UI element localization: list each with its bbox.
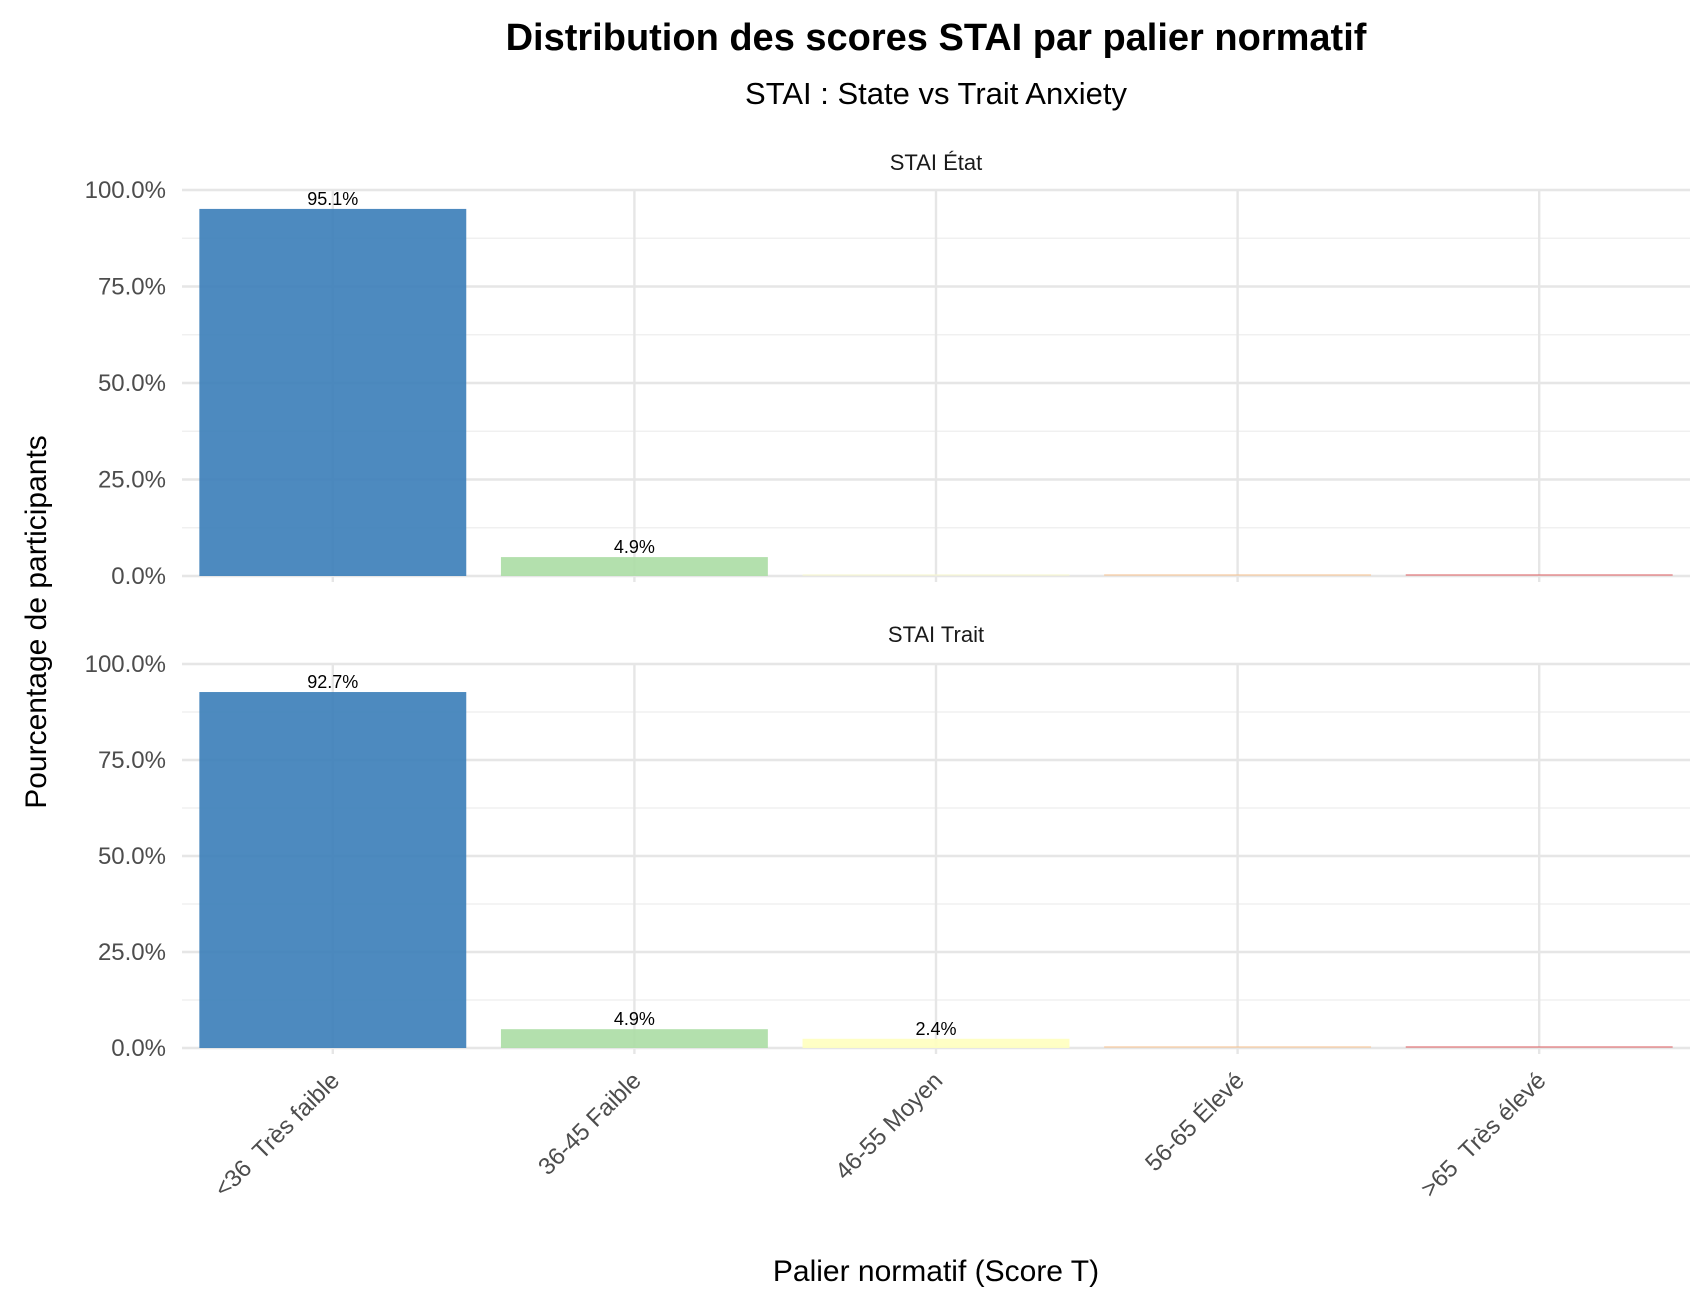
x-tick-label: >65 Très élevé xyxy=(1416,1067,1552,1203)
panels: STAI État 0.0% 25.0% 50.0% 75.0% 100.0% 95.1% 4… xyxy=(85,150,1690,1203)
bar-data-label: 95.1% xyxy=(307,189,358,209)
bar-1 xyxy=(199,692,467,1048)
x-axis-title: Palier normatif (Score T) xyxy=(773,1255,1099,1288)
bar-data-label: 2.4% xyxy=(915,1019,956,1039)
chart-title: Distribution des scores STAI par palier … xyxy=(506,17,1367,59)
bar-4 xyxy=(1104,1046,1372,1048)
panel-2: STAI Trait 0.0% 25.0% 50.0% 75.0% 100.0% 92.7%… xyxy=(85,622,1690,1062)
panel-strip-label: STAI Trait xyxy=(888,622,984,647)
y-tick-label: 0.0% xyxy=(111,563,166,590)
y-axis-title: Pourcentage de participants xyxy=(20,435,53,809)
y-tick-label: 50.0% xyxy=(98,370,166,397)
y-tick-label: 75.0% xyxy=(98,747,166,774)
y-tick-label: 50.0% xyxy=(98,843,166,870)
y-tick-label: 0.0% xyxy=(111,1035,166,1062)
bar-4 xyxy=(1104,574,1372,576)
bar-1 xyxy=(199,208,467,576)
y-tick-label: 100.0% xyxy=(85,651,166,678)
bar-3 xyxy=(802,574,1070,576)
x-tick-label: 56-65 Élevé xyxy=(1140,1067,1250,1177)
x-tick-label: <36 Très faible xyxy=(209,1067,345,1203)
bar-data-label: 4.9% xyxy=(614,537,655,557)
x-tick-label: 46-55 Moyen xyxy=(830,1067,948,1185)
bar-2 xyxy=(500,1029,768,1048)
x-tick-label: 36-45 Faible xyxy=(533,1067,646,1180)
bar-3 xyxy=(802,1038,1070,1048)
panel-strip-label: STAI État xyxy=(890,150,983,175)
y-tick-label: 100.0% xyxy=(85,177,166,204)
panel-1: STAI État 0.0% 25.0% 50.0% 75.0% 100.0% 95.1% 4… xyxy=(85,150,1690,590)
y-tick-label: 75.0% xyxy=(98,274,166,301)
bar-2 xyxy=(500,557,768,576)
y-tick-label: 25.0% xyxy=(98,939,166,966)
bar-5 xyxy=(1405,1046,1673,1048)
bar-5 xyxy=(1405,574,1673,576)
chart-subtitle: STAI : State vs Trait Anxiety xyxy=(745,76,1127,111)
y-tick-label: 25.0% xyxy=(98,467,166,494)
bar-data-label: 92.7% xyxy=(307,672,358,692)
bar-data-label: 4.9% xyxy=(614,1009,655,1029)
